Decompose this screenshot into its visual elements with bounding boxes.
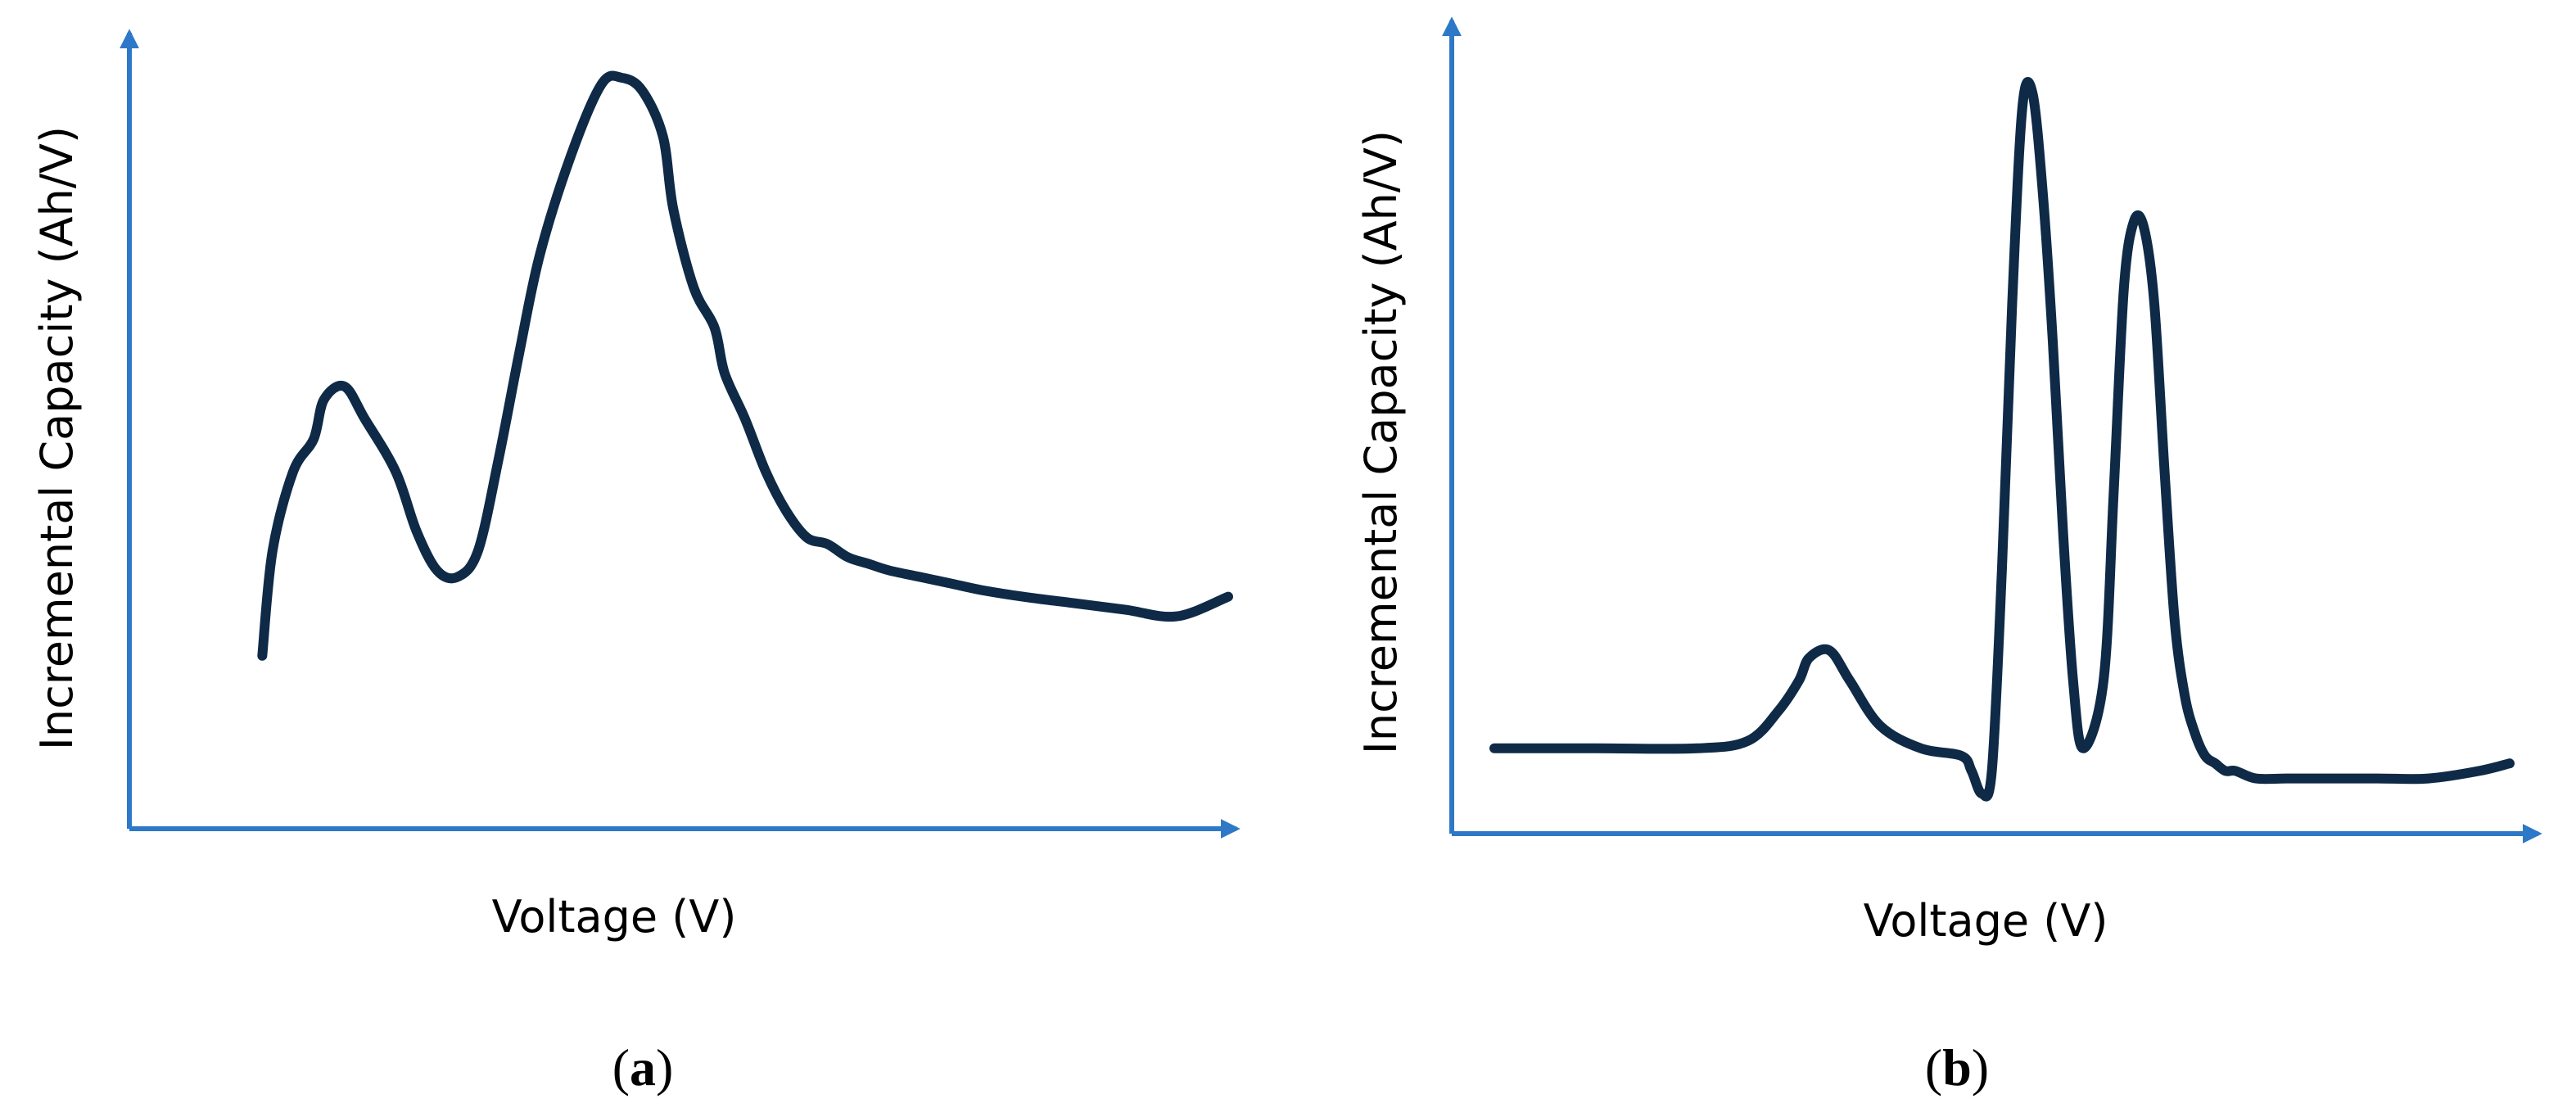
- ylabel-a: Incremental Capacity (Ah/V): [31, 126, 83, 750]
- xlabel-b: Voltage (V): [1864, 895, 2108, 947]
- panel-label-b: (b): [1925, 1038, 1989, 1097]
- panel-label-a: (a): [612, 1038, 674, 1097]
- chart-panel-b: Incremental Capacity (Ah/V) Voltage (V) …: [1355, 16, 2542, 1097]
- ylabel-b: Incremental Capacity (Ah/V): [1355, 130, 1407, 754]
- chart-panel-a: Incremental Capacity (Ah/V) Voltage (V) …: [31, 29, 1241, 1097]
- series-line-a: [257, 70, 1233, 661]
- xlabel-a: Voltage (V): [492, 891, 737, 943]
- series-line-b: [1489, 76, 2515, 802]
